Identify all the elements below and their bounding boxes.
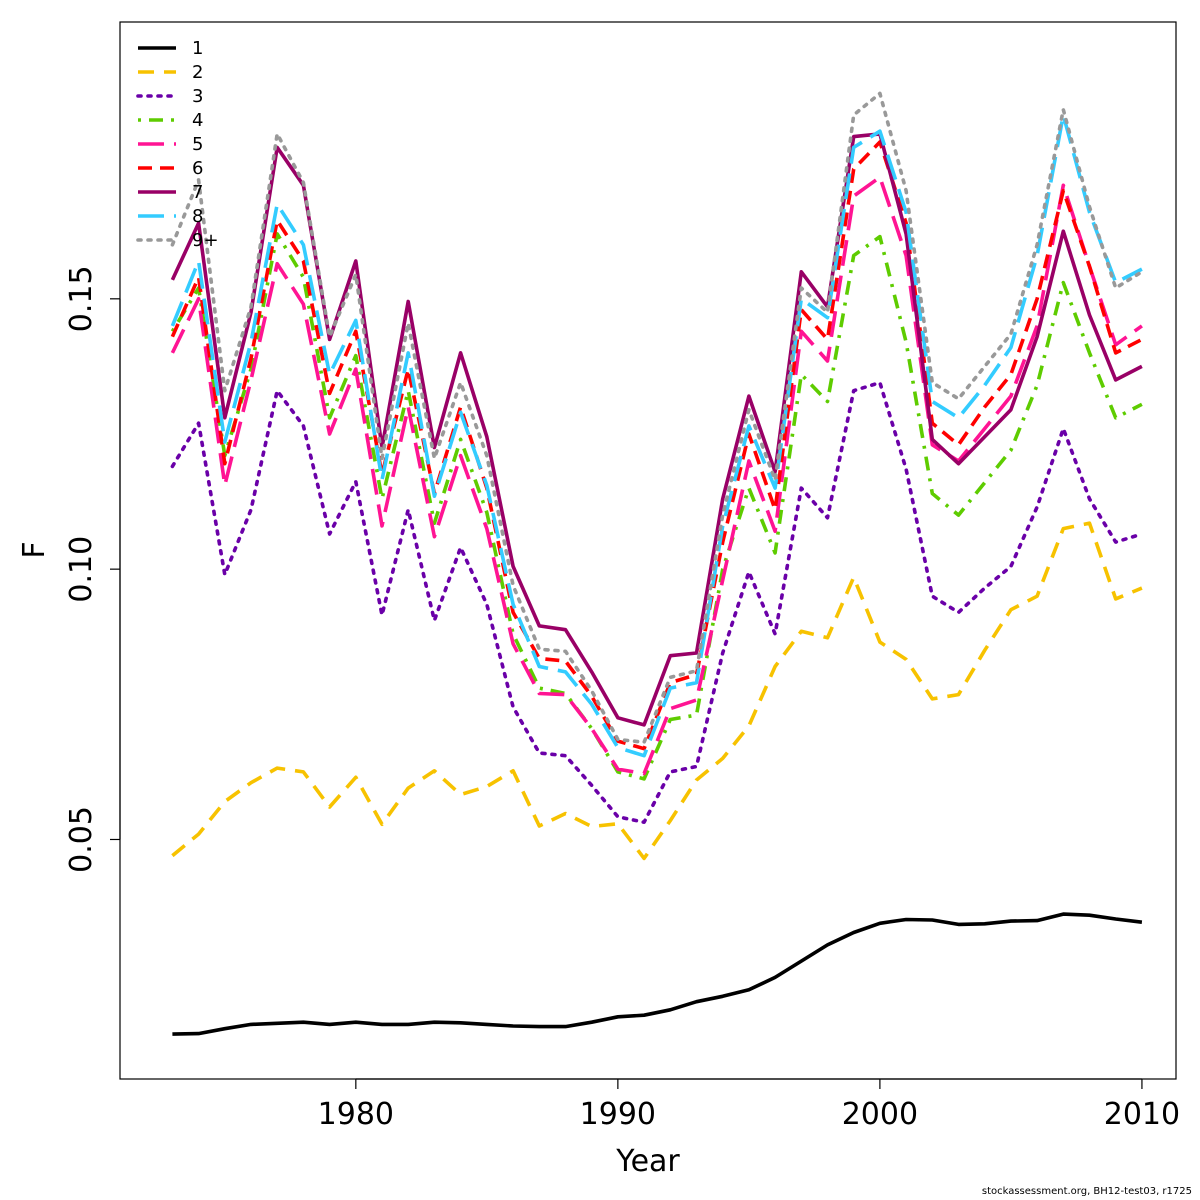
series-line-9plus [170, 91, 1144, 745]
x-tick-label-1990: 1990 [580, 1097, 656, 1132]
legend-label-3: 3 [192, 86, 203, 107]
legend-label-5: 5 [192, 134, 203, 155]
x-tick-label-1980: 1980 [318, 1097, 394, 1132]
legend-label-8: 8 [192, 206, 203, 227]
series-layer [170, 91, 1144, 1036]
legend-label-6: 6 [192, 158, 203, 179]
legend-label-1: 1 [192, 38, 203, 59]
series-line-3 [170, 380, 1144, 825]
y-tick-label-0.05: 0.05 [64, 806, 99, 873]
x-axis-label: Year [615, 1144, 680, 1179]
legend-label-2: 2 [192, 62, 203, 83]
y-tick-label-0.10: 0.10 [64, 536, 99, 603]
legend-label-9plus: 9+ [192, 230, 219, 251]
series-line-5 [170, 175, 1143, 776]
legend-label-4: 4 [192, 110, 203, 131]
legend-label-7: 7 [192, 182, 203, 203]
series-line-6 [170, 140, 1143, 751]
series-line-4 [170, 232, 1143, 781]
series-line-1 [172, 912, 1143, 1036]
y-axis-label: F [17, 541, 52, 558]
y-tick-label-0.15: 0.15 [64, 265, 99, 332]
series-line-8 [170, 113, 1143, 758]
legend: 1 2 3 4 5 6 7 8 9+ [136, 38, 219, 251]
series-line-2 [171, 521, 1143, 861]
x-tick-label-2000: 2000 [842, 1097, 918, 1132]
x-tick-label-2010: 2010 [1104, 1097, 1180, 1132]
axes-layer: 1980 1990 2000 2010 0.05 0.10 0.15 [64, 265, 1180, 1132]
footer-note: stockassessment.org, BH12-test03, r1725 [981, 1186, 1192, 1197]
series-line-7 [170, 132, 1143, 727]
